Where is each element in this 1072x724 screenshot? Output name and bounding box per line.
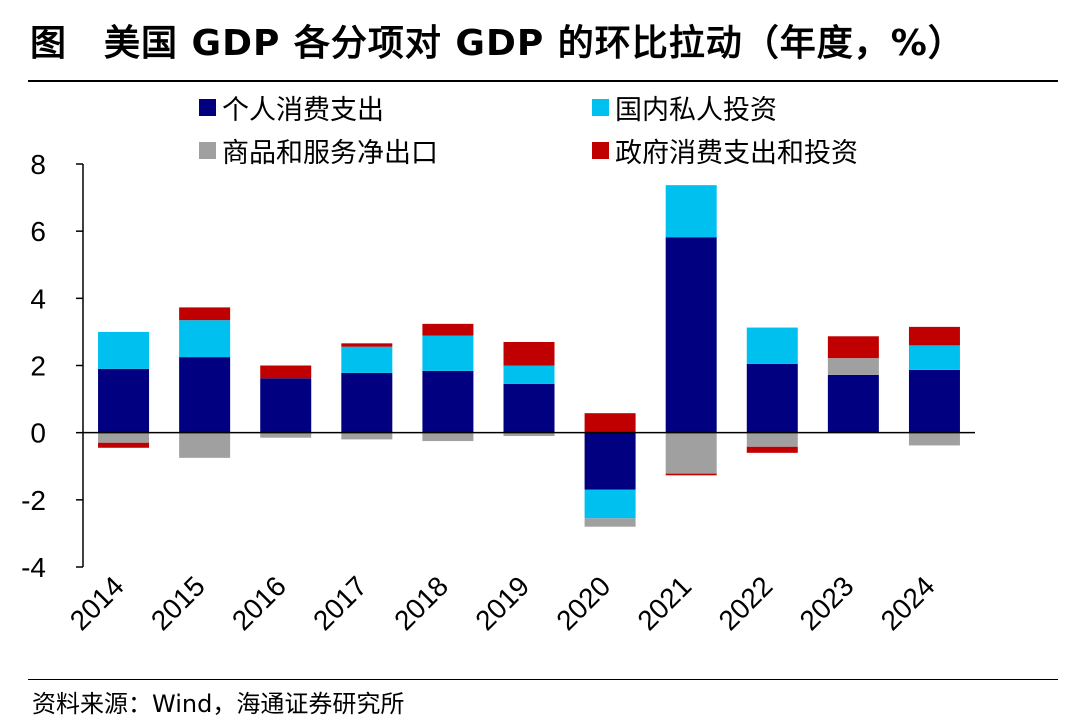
legend-label-private-investment: 国内私人投资 <box>615 94 777 126</box>
bar-segment-2016-s3 <box>260 365 312 379</box>
bar-segment-2024-s3 <box>908 326 960 346</box>
x-tick-label-2020: 2020 <box>550 570 616 636</box>
bar-segment-2019-s2 <box>503 432 555 437</box>
bar-segment-2015-s3 <box>179 307 231 321</box>
bar-segment-2019-s0 <box>503 383 555 433</box>
bar-segment-2016-s0 <box>260 378 312 433</box>
bar-segment-2023-s2 <box>827 358 879 375</box>
bar-segment-2023-s0 <box>827 374 879 433</box>
x-tick-label-2015: 2015 <box>145 570 211 636</box>
bar-segment-2019-s3 <box>503 341 555 366</box>
bar-segment-2017-s0 <box>341 372 393 433</box>
bar-segment-2017-s2 <box>341 432 393 440</box>
bar-segment-2022-s2 <box>746 432 798 447</box>
legend: 个人消费支出 国内私人投资 商品和服务净出口 政府消费支出和投资 <box>0 84 1072 174</box>
legend-swatch-net-exports <box>199 141 216 159</box>
bar-segment-2022-s3 <box>746 446 798 453</box>
bar-segment-2024-s2 <box>908 432 960 446</box>
legend-item-private-investment: 国内私人投资 <box>592 89 777 126</box>
source-note: 资料来源：Wind，海通证券研究所 <box>32 690 405 718</box>
bar-segment-2015-s2 <box>179 432 231 458</box>
legend-swatch-private-investment <box>592 98 609 116</box>
bar-segment-2024-s1 <box>908 345 960 370</box>
x-tick-label-2018: 2018 <box>388 570 454 636</box>
title-bar: 图 美国 GDP 各分项对 GDP 的环比拉动（年度，%） <box>0 0 1072 82</box>
x-tick-label-2024: 2024 <box>875 570 941 636</box>
bar-segment-2023-s3 <box>827 336 879 359</box>
bar-segment-2020-s0 <box>584 432 636 490</box>
y-tick-label: 2 <box>30 351 46 382</box>
source-divider <box>28 679 1058 680</box>
bar-segment-2021-s0 <box>665 237 717 433</box>
bar-segment-2018-s2 <box>422 432 474 442</box>
legend-item-consumption: 个人消费支出 <box>199 89 384 126</box>
bar-segment-2021-s2 <box>665 432 717 474</box>
bar-segment-2015-s0 <box>179 357 231 433</box>
bar-segment-2022-s1 <box>746 327 798 364</box>
bar-segment-2015-s1 <box>179 320 231 358</box>
bar-segment-2022-s0 <box>746 363 798 433</box>
bar-segment-2018-s3 <box>422 323 474 336</box>
y-tick-label: 8 <box>30 149 46 180</box>
bar-segment-2021-s3 <box>665 473 717 476</box>
legend-item-government: 政府消费支出和投资 <box>592 132 858 169</box>
title-underline <box>28 80 1058 82</box>
bar-segment-2014-s3 <box>98 442 150 448</box>
y-tick-label: 6 <box>30 216 46 247</box>
y-tick-label: -4 <box>21 552 46 583</box>
bar-segment-2016-s2 <box>260 432 312 438</box>
bar-segment-2020-s2 <box>584 518 636 527</box>
bar-segment-2020-s1 <box>584 489 636 519</box>
x-tick-label-2023: 2023 <box>794 570 860 636</box>
x-tick-label-2019: 2019 <box>469 570 535 636</box>
x-tick-label-2017: 2017 <box>307 570 373 636</box>
x-tick-label-2016: 2016 <box>226 570 292 636</box>
legend-label-net-exports: 商品和服务净出口 <box>222 137 438 169</box>
x-tick-label-2014: 2014 <box>64 570 130 636</box>
legend-swatch-consumption <box>199 98 216 116</box>
bar-segment-2017-s3 <box>341 343 393 347</box>
x-tick-label-2021: 2021 <box>631 570 697 636</box>
bar-segment-2017-s1 <box>341 346 393 373</box>
x-tick-label-2022: 2022 <box>713 570 779 636</box>
legend-label-government: 政府消费支出和投资 <box>615 137 858 169</box>
legend-label-consumption: 个人消费支出 <box>222 94 384 126</box>
chart-title: 图 美国 GDP 各分项对 GDP 的环比拉动（年度，%） <box>30 23 965 64</box>
legend-item-net-exports: 商品和服务净出口 <box>199 132 438 169</box>
y-tick-label: 4 <box>30 283 46 314</box>
bar-segment-2014-s1 <box>98 331 150 369</box>
bar-segment-2018-s1 <box>422 335 474 371</box>
y-tick-label: 0 <box>30 418 46 449</box>
bar-segment-2014-s0 <box>98 368 150 433</box>
bar-segment-2020-s3 <box>584 413 636 433</box>
bar-segment-2019-s1 <box>503 365 555 384</box>
bar-segment-2014-s2 <box>98 432 150 443</box>
bar-segment-2018-s0 <box>422 370 474 433</box>
y-tick-label: -2 <box>21 485 46 516</box>
bar-segment-2021-s1 <box>665 185 717 238</box>
legend-swatch-government <box>592 141 609 159</box>
bar-segment-2024-s0 <box>908 369 960 433</box>
